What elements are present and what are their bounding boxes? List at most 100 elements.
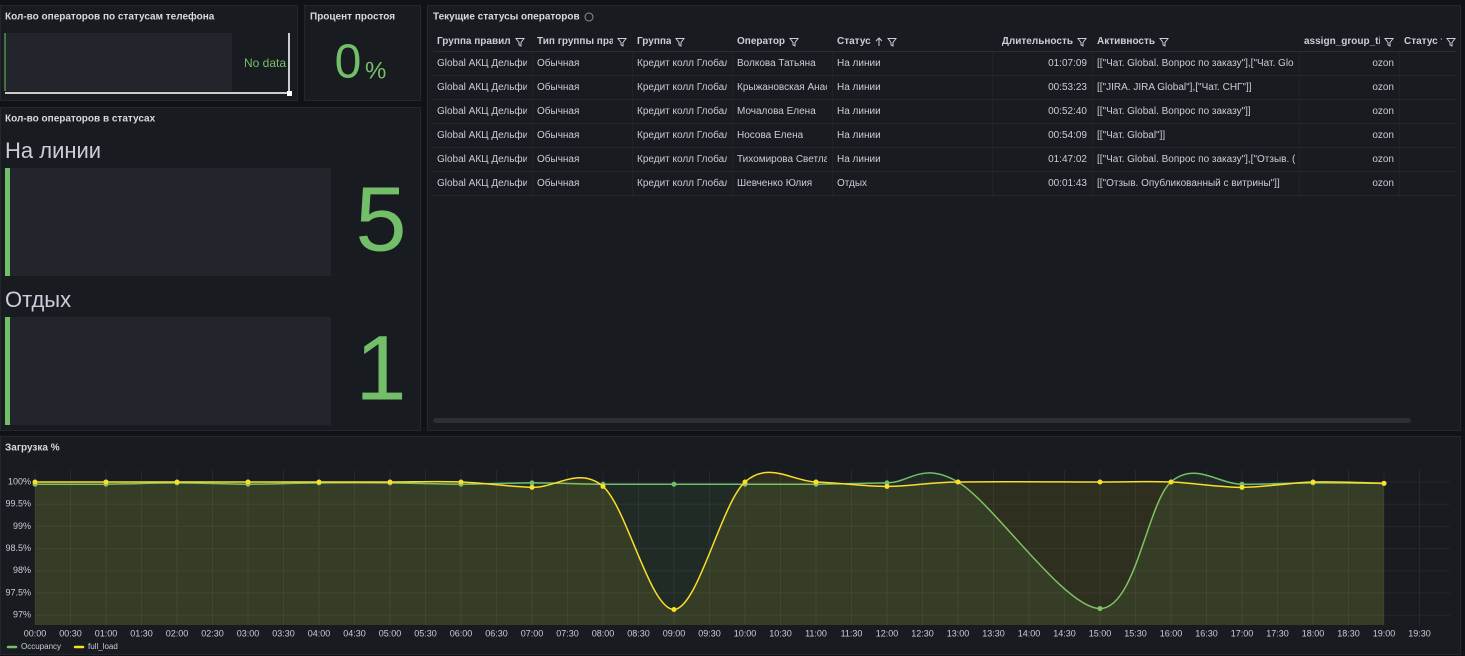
column-divider: [992, 52, 993, 196]
table: Группа правил Тип группы прав Группа Операт…: [427, 5, 1460, 430]
data-point: [529, 484, 535, 490]
data-point: [529, 480, 535, 486]
cell-text: ozon: [1372, 154, 1394, 165]
x-tick-label: 05:30: [414, 628, 437, 638]
x-tick-label: 13:30: [982, 628, 1005, 638]
info-icon[interactable]: [584, 12, 594, 22]
filter-icon[interactable]: [675, 37, 686, 47]
table-cell: Global АКЦ Дельфин: [433, 52, 531, 76]
status-value: 1: [355, 317, 406, 419]
table-cell: ozon: [1300, 172, 1398, 196]
table-cell: [["Чат. Global. Вопрос по заказу"]]: [1093, 100, 1299, 124]
sort-icon[interactable]: [875, 37, 883, 47]
x-tick-label: 07:30: [556, 628, 579, 638]
x-tick-label: 11:00: [805, 628, 827, 638]
table-cell: [["Чат. Global. Вопрос по заказу"],["Чат…: [1093, 52, 1299, 76]
x-tick-label: 00:30: [59, 628, 82, 638]
filter-icon[interactable]: [617, 37, 627, 47]
x-tick-label: 16:00: [1160, 628, 1183, 638]
x-tick-label: 15:30: [1124, 628, 1147, 638]
row-divider: [433, 147, 1456, 148]
column-header: Статус теле: [1400, 34, 1460, 50]
x-tick-label: 19:00: [1373, 628, 1396, 638]
cell-text: Обычная: [537, 154, 580, 165]
filter-icon[interactable]: [514, 37, 525, 47]
x-tick-label: 03:00: [237, 628, 260, 638]
data-point: [458, 479, 464, 485]
table-cell: Global АКЦ Дельфин: [433, 76, 531, 100]
cell-text: 00:52:40: [1048, 106, 1087, 117]
cell-text: Обычная: [537, 106, 580, 117]
table-cell: Кредит колл Глобал: [633, 100, 731, 124]
cell-text: Шевченко Юлия: [737, 178, 813, 189]
filter-icon[interactable]: [886, 37, 897, 47]
table-scrollbar[interactable]: [433, 418, 1411, 423]
gauge-bg: [5, 168, 331, 276]
table-cell: Кредит колл Глобал: [633, 172, 731, 196]
x-tick-label: 04:00: [308, 628, 331, 638]
x-tick-label: 05:00: [379, 628, 402, 638]
x-tick-label: 04:30: [343, 628, 366, 638]
legend-label[interactable]: Occupancy: [21, 642, 61, 651]
filter-icon[interactable]: [1077, 37, 1087, 47]
status-value: 5: [355, 168, 406, 270]
table-cell: 00:54:09: [993, 124, 1091, 148]
cell-text: Обычная: [537, 58, 580, 69]
cell-text: На линии: [837, 106, 881, 117]
table-cell: [["Отзыв. Опубликованный с витрины"]]: [1093, 172, 1299, 196]
cell-text: ozon: [1372, 178, 1394, 189]
x-tick-label: 06:30: [485, 628, 508, 638]
cell-text: ozon: [1372, 82, 1394, 93]
table-cell: Шевченко Юлия: [733, 172, 831, 196]
data-point: [174, 479, 180, 485]
panel: [304, 5, 421, 101]
table-cell: ozon: [1300, 76, 1398, 100]
cell-text: [["Чат. Global. Вопрос по заказу"]]: [1097, 106, 1251, 117]
column-header: assign_group_ticl: [1300, 34, 1398, 50]
column-header: Активность: [1093, 34, 1299, 50]
x-tick-label: 17:00: [1231, 628, 1254, 638]
table-cell: ozon: [1300, 148, 1398, 172]
table-cell: На линии: [833, 124, 991, 148]
filter-icon[interactable]: [1384, 37, 1394, 47]
header-text: Активность: [1097, 36, 1156, 47]
x-tick-label: 18:30: [1337, 628, 1360, 638]
cell-text: 00:53:23: [1048, 82, 1087, 93]
x-tick-label: 19:30: [1408, 628, 1431, 638]
filter-icon[interactable]: [1159, 37, 1170, 47]
x-tick-label: 18:00: [1302, 628, 1325, 638]
table-cell: Global АКЦ Дельфин: [433, 124, 531, 148]
cell-text: 01:47:02: [1048, 154, 1087, 165]
gauge-bar: [5, 317, 10, 425]
data-point: [955, 479, 961, 485]
column-divider: [532, 52, 533, 196]
cell-text: Global АКЦ Дельфин: [437, 130, 527, 141]
table-cell: ozon: [1300, 124, 1398, 148]
table-cell: Обычная: [533, 148, 631, 172]
legend-label[interactable]: full_load: [88, 642, 118, 651]
column-header: Оператор: [733, 34, 831, 50]
data-point: [32, 479, 38, 485]
data-point: [245, 479, 251, 485]
header-text: Группа: [637, 36, 672, 47]
x-tick-label: 14:30: [1053, 628, 1076, 638]
column-divider: [732, 52, 733, 196]
table-cell: Мочалова Елена: [733, 100, 831, 124]
x-tick-label: 09:30: [698, 628, 721, 638]
cell-text: На линии: [837, 130, 881, 141]
status-label: На линии: [5, 138, 101, 163]
panel-title: Загрузка %: [5, 443, 60, 454]
filter-icon[interactable]: [789, 37, 800, 47]
column-divider: [1092, 52, 1093, 196]
table-cell: ozon: [1300, 52, 1398, 76]
y-tick-label: 99%: [13, 521, 31, 531]
table-cell: ozon: [1300, 100, 1398, 124]
cell-text: Мочалова Елена: [737, 106, 816, 117]
row-divider: [433, 99, 1456, 100]
table-cell: На линии: [833, 148, 991, 172]
cell-text: 01:07:09: [1048, 58, 1087, 69]
data-point: [884, 483, 890, 489]
cell-text: Волкова Татьяна: [737, 58, 816, 69]
filter-icon[interactable]: [1446, 37, 1456, 47]
